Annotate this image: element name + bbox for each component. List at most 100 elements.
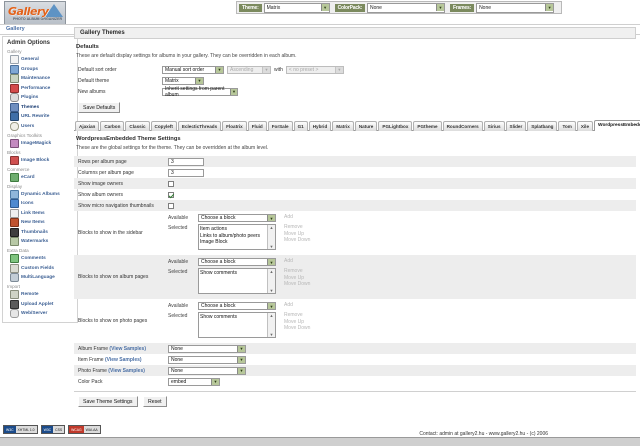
- item-frame-select[interactable]: None ▼: [168, 355, 246, 364]
- css-validation-badge[interactable]: W3C CSS: [40, 425, 66, 434]
- sidebar-item-performance[interactable]: Performance: [10, 83, 74, 93]
- default-theme-select[interactable]: Matrix ▼: [162, 76, 204, 85]
- tab-copyleft[interactable]: Copyleft: [150, 121, 177, 132]
- sidebar-item-icons[interactable]: Icons: [10, 199, 74, 208]
- rows-per-page-input[interactable]: 3: [168, 157, 204, 166]
- theme-select[interactable]: Matrix ▼: [263, 2, 330, 13]
- album-frame-label: Album Frame (View Samples): [78, 346, 168, 352]
- reset-button[interactable]: Reset: [143, 396, 167, 408]
- tab-splatbang[interactable]: Splatbang: [527, 121, 558, 132]
- available-block-select-photo[interactable]: Choose a block ▼: [198, 302, 276, 311]
- move-down-button[interactable]: Move Down: [284, 325, 311, 332]
- listbox-scrollbar[interactable]: ▲ ▼: [267, 269, 275, 294]
- sidebar-item-multilanguage[interactable]: MultiLanguage: [10, 273, 74, 282]
- sidebar-item-new-items[interactable]: New Items: [10, 218, 74, 227]
- photo-frame-select[interactable]: None ▼: [168, 366, 246, 375]
- sidebar-item-plugins[interactable]: Plugins: [10, 93, 74, 102]
- list-item[interactable]: Show comments: [200, 314, 237, 321]
- sidebar-item-link-items[interactable]: Link Items: [10, 208, 74, 218]
- add-block-button-sidebar[interactable]: Add: [284, 214, 293, 221]
- new-albums-select[interactable]: Inherit settings from parent album ▼: [162, 85, 238, 98]
- save-defaults-button[interactable]: Save Defaults: [78, 102, 121, 113]
- selected-blocks-listbox-album[interactable]: Show comments ▲ ▼: [198, 268, 276, 295]
- tab-fluid[interactable]: Fluid: [247, 121, 267, 132]
- item-frame-view-samples-link[interactable]: (View Samples): [104, 356, 142, 363]
- gallery-logo[interactable]: Gallery PHOTO ALBUM ORGANIZER: [4, 1, 66, 25]
- sidebar-item-custom-fields[interactable]: Custom Fields: [10, 263, 74, 273]
- tab-roundcorners[interactable]: RoundCorners: [442, 121, 483, 132]
- sort-direction-select[interactable]: Ascending ▼: [227, 65, 271, 74]
- album-frame-select[interactable]: None ▼: [168, 344, 246, 353]
- tab-pgtheme[interactable]: PGtheme: [413, 121, 442, 132]
- sidebar-item-general[interactable]: General: [10, 55, 74, 64]
- xhtml-validation-badge[interactable]: W3C XHTML 1.0: [3, 425, 38, 434]
- save-theme-settings-button[interactable]: Save Theme Settings: [78, 396, 138, 408]
- listbox-scrollbar[interactable]: ▲ ▼: [267, 313, 275, 338]
- available-block-select-album[interactable]: Choose a block ▼: [198, 258, 276, 267]
- tab-tom[interactable]: Tom: [558, 121, 576, 132]
- sort-preset-select[interactable]: < no preset > ▼: [285, 65, 344, 74]
- tab-classic[interactable]: Classic: [125, 121, 150, 132]
- sidebar-item-upload-applet[interactable]: Upload Applet: [10, 299, 74, 309]
- list-item[interactable]: Item actions: [200, 226, 227, 233]
- sidebar-item-image-block[interactable]: Image Block: [10, 155, 74, 165]
- sidebar-item-users[interactable]: Users: [10, 121, 74, 131]
- list-item[interactable]: Links to album/photo peers: [200, 232, 261, 239]
- available-block-select-sidebar[interactable]: Choose a block ▼: [198, 214, 276, 223]
- move-up-button[interactable]: Move Up: [284, 274, 305, 281]
- tab-eclecticthreads[interactable]: EclecticThreads: [177, 121, 222, 132]
- show-album-owners-checkbox[interactable]: [168, 191, 174, 198]
- move-up-button[interactable]: Move Up: [284, 230, 305, 237]
- album-frame-view-samples-link[interactable]: (View Samples): [109, 345, 146, 352]
- sidebar-item-web-server[interactable]: Web/Server: [10, 309, 74, 318]
- tab-hybrid[interactable]: Hybrid: [308, 121, 332, 132]
- listbox-scrollbar[interactable]: ▲ ▼: [267, 225, 275, 250]
- remove-block-button[interactable]: Remove: [284, 268, 303, 275]
- tab-slider[interactable]: Slider: [505, 121, 527, 132]
- tab-matrix[interactable]: Matrix: [332, 121, 354, 132]
- tab-ajaxian[interactable]: Ajaxian: [75, 121, 100, 132]
- sidebar-item-comments[interactable]: Comments: [10, 254, 74, 263]
- color-pack-select[interactable]: embed ▼: [168, 377, 220, 386]
- tab-g1[interactable]: G1: [293, 121, 308, 132]
- selected-blocks-listbox-photo[interactable]: Show comments ▲ ▼: [198, 312, 276, 339]
- show-micro-nav-checkbox[interactable]: [168, 202, 174, 209]
- remove-block-button[interactable]: Remove: [284, 224, 303, 231]
- sidebar-item-imagemagick[interactable]: ImageMagick: [10, 138, 74, 148]
- tab-xile[interactable]: Xile: [576, 121, 594, 132]
- selected-blocks-listbox-sidebar[interactable]: Item actions Links to album/photo peers …: [198, 224, 276, 251]
- sidebar-item-ecard[interactable]: eCard: [10, 172, 74, 182]
- remove-block-button[interactable]: Remove: [284, 312, 303, 319]
- move-down-button[interactable]: Move Down: [284, 281, 311, 288]
- add-block-button-album[interactable]: Add: [284, 258, 293, 265]
- show-image-owners-checkbox[interactable]: [168, 180, 174, 187]
- wcag-validation-badge[interactable]: WCAG WAI-AA: [68, 425, 101, 434]
- colorpack-select[interactable]: None ▼: [367, 2, 445, 13]
- move-up-button[interactable]: Move Up: [284, 318, 305, 325]
- new-albums-value: Inherit settings from parent album: [165, 85, 225, 98]
- list-item[interactable]: Show comments: [200, 270, 237, 277]
- sidebar-item-groups[interactable]: Groups: [10, 64, 74, 74]
- tab-nature[interactable]: Nature: [354, 121, 378, 132]
- move-down-button[interactable]: Move Down: [284, 237, 311, 244]
- sidebar-item-url-rewrite[interactable]: URL Rewrite: [10, 112, 74, 121]
- default-sort-order-select[interactable]: Manual sort order ▼: [162, 65, 224, 74]
- sidebar-item-thumbnails[interactable]: Thumbnails: [10, 227, 74, 237]
- sidebar-item-watermarks[interactable]: Watermarks: [10, 237, 74, 246]
- columns-per-page-input[interactable]: 3: [168, 168, 204, 177]
- tab-sirius[interactable]: Sirius: [483, 121, 505, 132]
- tab-forsale[interactable]: ForSale: [267, 121, 293, 132]
- frames-select[interactable]: None ▼: [476, 2, 555, 13]
- tab-floatrix[interactable]: Floatrix: [222, 121, 247, 132]
- sidebar-item-dynamic-albums[interactable]: Dynamic Albums: [10, 189, 74, 199]
- tab-pglightbox[interactable]: PGLightbox: [378, 121, 413, 132]
- list-item[interactable]: Image Block: [200, 239, 228, 246]
- tab-carbon[interactable]: Carbon: [100, 121, 125, 132]
- add-block-button-photo[interactable]: Add: [284, 302, 293, 309]
- photo-frame-view-samples-link[interactable]: (View Samples): [108, 367, 145, 374]
- tab-wordpressembedded[interactable]: WordpressEmbedded: [594, 120, 640, 132]
- sidebar-item-maintenance[interactable]: Maintenance: [10, 74, 74, 83]
- sidebar-item-themes[interactable]: Themes: [10, 102, 74, 112]
- sidebar-item-remote[interactable]: Remote: [10, 290, 74, 299]
- breadcrumb[interactable]: Gallery: [6, 26, 25, 32]
